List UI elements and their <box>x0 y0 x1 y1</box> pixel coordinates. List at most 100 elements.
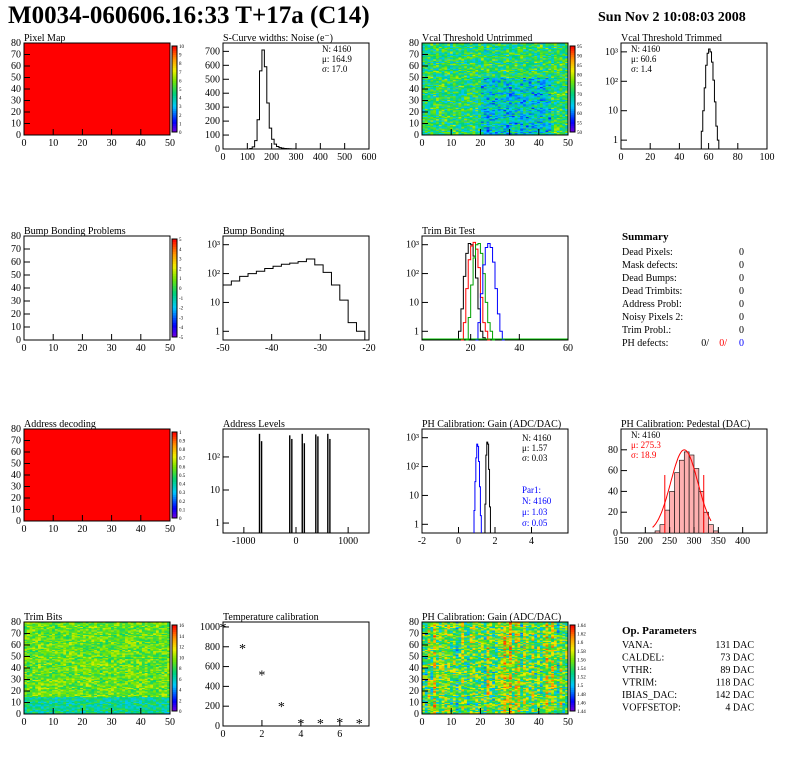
vcal_untrimmed-cell <box>534 113 538 115</box>
vcal_untrimmed-cell <box>483 92 487 94</box>
vcal_untrimmed-cell <box>497 129 502 131</box>
scurve-ytick-label: 700 <box>205 46 220 57</box>
vcal_untrimmed-cell <box>497 78 502 81</box>
bump-problems-palette-cell <box>172 312 177 316</box>
vcal_untrimmed-cell <box>450 72 454 75</box>
vcal_untrimmed-cell <box>553 84 558 86</box>
vcal_untrimmed-cell <box>492 109 496 112</box>
vcal_untrimmed-cell <box>436 101 440 104</box>
vcal_untrimmed-cell <box>503 69 507 71</box>
trim_bits-cell <box>26 626 31 629</box>
vcal_untrimmed-cell <box>497 128 502 130</box>
vcal_untrimmed-cell <box>506 112 510 114</box>
vcal_untrimmed-cell <box>430 101 434 104</box>
vcal_untrimmed-cell <box>523 77 527 80</box>
vcal_untrimmed-cell <box>464 70 468 73</box>
vcal_untrimmed-cell <box>514 49 518 52</box>
vcal_untrimmed-cell <box>497 59 502 61</box>
vcal_untrimmed-cell <box>553 92 558 94</box>
vcal_untrimmed-cell <box>458 55 462 58</box>
vcal_untrimmed-cell <box>444 117 448 120</box>
vcal_untrimmed-cell <box>511 59 516 61</box>
vcal_untrimmed-cell <box>427 124 431 127</box>
vcal_untrimmed-cell <box>486 68 490 70</box>
vcal_untrimmed-cell <box>483 76 487 78</box>
vcal_untrimmed-cell <box>430 123 434 126</box>
vcal_untrimmed-palette-cell <box>570 50 575 53</box>
bump-problems-ytick-label: 40 <box>11 283 21 294</box>
vcal_untrimmed-cell <box>486 86 490 89</box>
vcal_untrimmed-cell <box>539 124 544 127</box>
bump-problems-palette-cell <box>172 305 177 309</box>
vcal_untrimmed-cell <box>436 122 440 124</box>
bump-problems-xtick-label: 30 <box>107 343 117 354</box>
vcal_untrimmed-cell <box>514 60 518 62</box>
vcal_untrimmed-cell <box>478 122 482 124</box>
scurve-stat-mu: μ: 164.9 <box>322 54 352 64</box>
vcal_untrimmed-cell <box>548 70 552 73</box>
vcal_untrimmed-cell <box>452 71 457 74</box>
vcal_untrimmed-cell <box>424 68 429 70</box>
vcal_untrimmed-cell <box>441 83 445 85</box>
vcal_untrimmed-cell <box>444 61 448 63</box>
vcal_untrimmed-cell <box>492 131 496 134</box>
vcal_untrimmed-cell <box>486 61 490 63</box>
trim_bits-cell <box>29 648 33 650</box>
vcal_untrimmed-cell <box>478 72 482 75</box>
vcal_untrimmed-cell <box>525 115 530 117</box>
trim_bits-cell <box>24 650 28 653</box>
vcal_untrimmed-cell <box>525 108 530 111</box>
vcal_untrimmed-cell <box>495 100 499 103</box>
trim_bits-cell <box>24 646 28 648</box>
vcal_untrimmed-cell <box>525 102 530 105</box>
vcal_untrimmed-cell <box>503 98 507 100</box>
vcal_untrimmed-cell <box>436 117 440 120</box>
vcal_untrimmed-cell <box>427 109 431 112</box>
vcal_untrimmed-cell <box>472 123 476 126</box>
vcal_untrimmed-cell <box>438 106 443 108</box>
vcal_untrimmed-cell <box>553 69 558 71</box>
vcal_untrimmed-cell <box>450 49 454 52</box>
trim_bits-cell <box>24 677 28 679</box>
vcal_untrimmed-cell <box>433 99 437 101</box>
vcal_untrimmed-cell <box>495 118 499 121</box>
vcal_untrimmed-cell <box>489 101 493 104</box>
pixel_map-palette-label: 7 <box>179 71 182 76</box>
vcal_untrimmed-cell <box>452 98 457 100</box>
vcal_untrimmed-cell <box>500 76 504 78</box>
vcal_untrimmed-cell <box>553 98 558 100</box>
vcal_untrimmed-cell <box>562 99 566 101</box>
vcal_untrimmed-cell <box>506 128 510 130</box>
vcal_untrimmed-cell <box>503 78 507 81</box>
vcal_untrimmed-cell <box>478 74 482 76</box>
vcal_untrimmed-cell <box>458 87 462 90</box>
vcal_untrimmed-cell <box>427 87 431 90</box>
vcal_untrimmed-cell <box>478 71 482 74</box>
vcal_untrimmed-cell <box>509 68 513 70</box>
vcal_untrimmed-cell <box>531 57 535 60</box>
vcal_untrimmed-cell <box>458 102 462 105</box>
vcal_untrimmed-cell <box>556 48 560 51</box>
vcal_untrimmed-cell <box>497 114 502 116</box>
vcal_untrimmed-cell <box>534 49 538 52</box>
vcal_untrimmed-cell <box>539 70 544 73</box>
vcal_untrimmed-cell <box>430 67 434 69</box>
vcal_untrimmed-cell <box>514 82 518 84</box>
vcal_untrimmed-cell <box>514 128 518 130</box>
vcal_untrimmed-cell <box>489 71 493 74</box>
vcal_untrimmed-cell <box>427 101 431 104</box>
vcal_untrimmed-cell <box>466 83 471 85</box>
date-stamp: Sun Nov 2 10:08:03 2008 <box>598 10 746 25</box>
vcal_untrimmed-cell <box>444 54 448 57</box>
trim_bits-cell <box>26 650 31 653</box>
vcal_untrimmed-cell <box>534 100 538 103</box>
vcal_untrimmed-cell <box>447 89 451 91</box>
vcal_untrimmed-cell <box>503 122 507 124</box>
vcal_untrimmed-cell <box>539 106 544 108</box>
vcal_untrimmed-cell <box>517 110 521 113</box>
pixel_map-palette-cell <box>172 104 177 107</box>
vcal_untrimmed-cell <box>525 68 530 70</box>
vcal_untrimmed-cell <box>455 76 459 78</box>
vcal_untrimmed-cell <box>455 68 459 70</box>
vcal_untrimmed-cell <box>528 115 532 117</box>
